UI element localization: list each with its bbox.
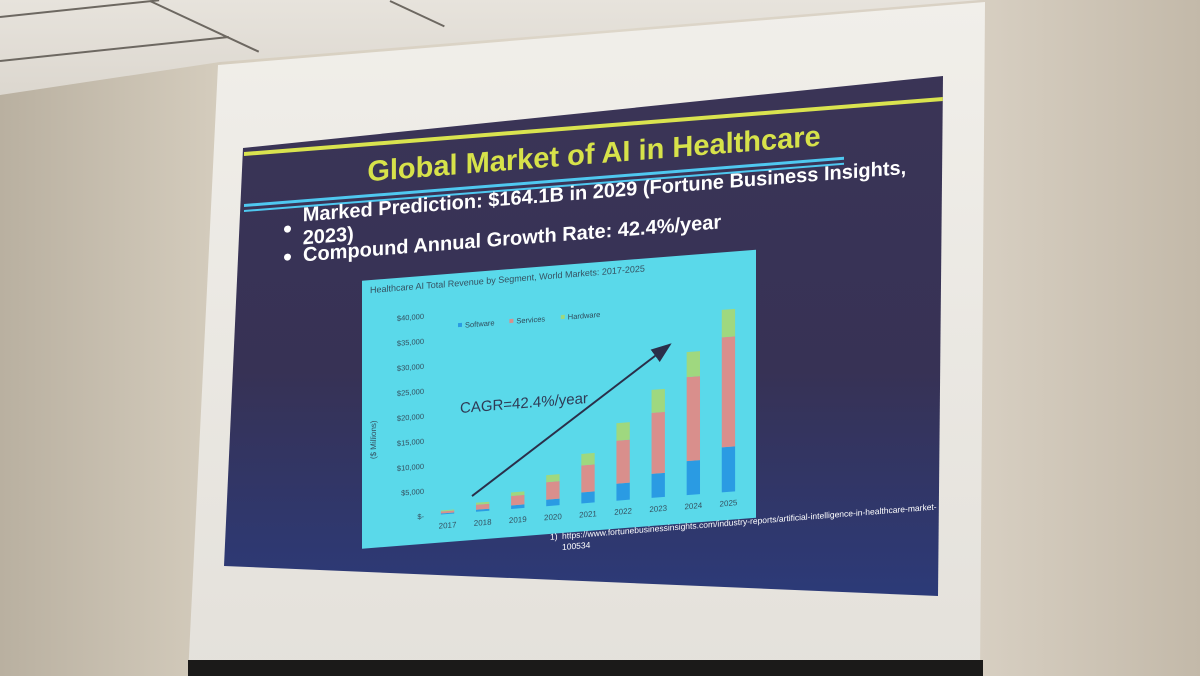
bar-software-2023 bbox=[651, 472, 665, 498]
legend-item-hardware: Hardware bbox=[568, 310, 600, 322]
chart-title: Healthcare AI Total Revenue by Segment, … bbox=[370, 263, 645, 295]
footnote-number: 1) bbox=[550, 531, 558, 542]
x-tick-label: 2018 bbox=[474, 517, 492, 527]
y-tick-label: $30,000 bbox=[397, 362, 424, 373]
x-tick-label: 2017 bbox=[439, 520, 457, 530]
bar-services-2021 bbox=[581, 464, 595, 493]
x-tick-label: 2024 bbox=[684, 501, 702, 511]
y-tick-label: $10,000 bbox=[397, 462, 424, 473]
y-tick-label: $25,000 bbox=[397, 387, 424, 398]
x-tick-label: 2025 bbox=[720, 498, 738, 508]
legend-swatch-services bbox=[509, 318, 514, 324]
y-tick-label: $35,000 bbox=[397, 337, 424, 348]
cagr-annotation: CAGR=42.4%/year bbox=[460, 390, 588, 417]
y-tick-label: $5,000 bbox=[401, 487, 424, 498]
bar-software-2020 bbox=[546, 498, 560, 507]
y-tick-label: $- bbox=[417, 512, 424, 522]
revenue-chart: Healthcare AI Total Revenue by Segment, … bbox=[369, 263, 738, 530]
bar-hardware-2021 bbox=[581, 452, 595, 466]
bar-services-2017 bbox=[440, 510, 455, 514]
bar-hardware-2018 bbox=[475, 501, 490, 505]
bullet-dot-icon bbox=[284, 224, 291, 233]
bar-hardware-2023 bbox=[651, 388, 665, 413]
x-tick-label: 2020 bbox=[544, 512, 562, 522]
x-tick-label: 2022 bbox=[614, 506, 632, 516]
x-tick-label: 2021 bbox=[579, 509, 597, 519]
screen-frame bbox=[188, 660, 983, 676]
bar-software-2022 bbox=[616, 482, 630, 501]
slide-content: Global Market of AI in Healthcare Marked… bbox=[244, 76, 943, 596]
legend-item-software: Software bbox=[465, 318, 495, 329]
x-tick-label: 2023 bbox=[649, 504, 667, 514]
bar-software-2024 bbox=[686, 460, 701, 496]
x-tick-label: 2019 bbox=[509, 515, 527, 525]
chart-panel: Healthcare AI Total Revenue by Segment, … bbox=[362, 249, 756, 549]
y-axis-label: ($ Millions) bbox=[369, 420, 378, 460]
legend-swatch-software bbox=[458, 322, 462, 328]
bar-services-2022 bbox=[616, 439, 630, 484]
bar-software-2018 bbox=[475, 508, 490, 512]
y-tick-label: $15,000 bbox=[397, 437, 424, 448]
y-tick-label: $20,000 bbox=[397, 412, 424, 423]
bullet-dot-icon bbox=[284, 252, 291, 261]
bar-software-2025 bbox=[721, 446, 736, 493]
bar-hardware-2022 bbox=[616, 422, 630, 441]
bar-hardware-2020 bbox=[546, 474, 560, 483]
bar-services-2023 bbox=[651, 411, 665, 474]
bar-hardware-2025 bbox=[721, 308, 736, 338]
bar-software-2017 bbox=[440, 512, 455, 515]
bar-hardware-2024 bbox=[686, 351, 701, 378]
y-tick-label: $40,000 bbox=[397, 312, 424, 323]
bar-services-2025 bbox=[721, 336, 736, 448]
bar-software-2019 bbox=[511, 504, 525, 509]
bar-services-2020 bbox=[546, 481, 560, 500]
legend-swatch-hardware bbox=[560, 314, 565, 320]
bar-hardware-2019 bbox=[511, 491, 525, 496]
bar-services-2019 bbox=[511, 494, 525, 506]
bar-software-2021 bbox=[581, 491, 595, 504]
bar-services-2024 bbox=[686, 376, 701, 462]
legend-item-services: Services bbox=[516, 314, 545, 325]
bar-services-2018 bbox=[475, 503, 490, 510]
bar-hardware-2017 bbox=[440, 509, 455, 512]
cagr-arrow bbox=[471, 343, 672, 497]
